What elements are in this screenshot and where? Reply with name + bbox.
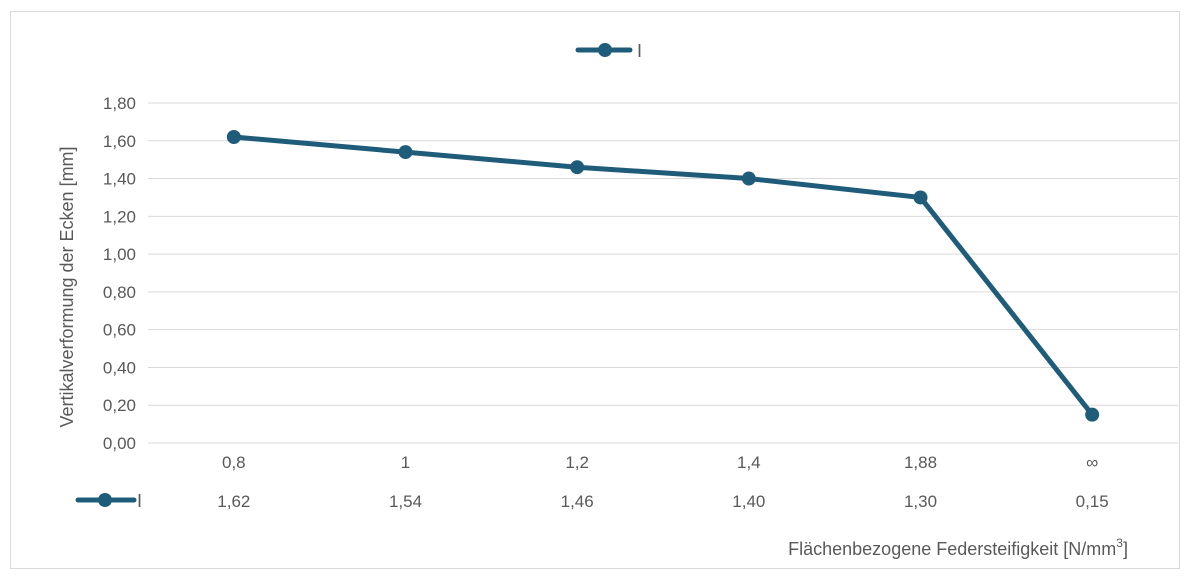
table-series-name: I	[137, 491, 142, 511]
y-tick-label: 0,40	[103, 358, 136, 377]
y-tick-label: 1,80	[103, 94, 136, 113]
table-value: 0,15	[1076, 492, 1109, 511]
x-axis-tick-labels: 0,8 1 1,2 1,4 1,88 ∞	[222, 453, 1098, 472]
y-tick-label: 0,00	[103, 434, 136, 453]
data-point	[398, 145, 413, 160]
series-line	[231, 134, 1095, 418]
legend-marker	[598, 43, 612, 57]
x-tick-label: ∞	[1086, 453, 1098, 472]
x-tick-label: 1,2	[565, 453, 589, 472]
y-axis-tick-labels: 0,00 0,20 0,40 0,60 0,80 1,00 1,20 1,40 1,60 1,80	[103, 94, 136, 453]
y-tick-label: 1,60	[103, 132, 136, 151]
x-axis-title-end: ]	[1123, 539, 1128, 559]
data-point	[913, 190, 928, 205]
x-tick-label: 0,8	[222, 453, 246, 472]
y-tick-label: 1,20	[103, 207, 136, 226]
table-legend-marker	[98, 493, 112, 507]
x-tick-label: 1,88	[904, 453, 937, 472]
data-point	[1085, 407, 1100, 422]
data-point	[741, 171, 756, 186]
y-tick-label: 0,60	[103, 321, 136, 340]
y-tick-label: 1,00	[103, 245, 136, 264]
x-axis-title-superscript: 3	[1116, 536, 1123, 550]
chart-area	[10, 11, 1180, 569]
y-tick-label: 0,20	[103, 396, 136, 415]
y-tick-label: 1,40	[103, 170, 136, 189]
x-axis-title-main: Flächenbezogene Federsteifigkeit [N/mm	[788, 539, 1116, 559]
x-tick-label: 1	[401, 453, 410, 472]
legend: I	[575, 41, 642, 61]
table-value: 1,46	[561, 492, 594, 511]
series-line-group	[231, 134, 1095, 418]
legend-label: I	[637, 41, 642, 61]
grid-lines	[148, 102, 1178, 444]
data-point	[570, 160, 585, 175]
table-value: 1,40	[732, 492, 765, 511]
y-axis-title: Vertikalverformung der Ecken [mm]	[57, 146, 77, 427]
table-value: 1,54	[389, 492, 422, 511]
table-value: 1,62	[217, 492, 250, 511]
x-tick-label: 1,4	[737, 453, 761, 472]
table-value: 1,30	[904, 492, 937, 511]
x-axis-title: Flächenbezogene Federsteifigkeit [N/mm3]	[788, 536, 1128, 559]
y-tick-label: 0,80	[103, 283, 136, 302]
data-point	[226, 130, 241, 144]
data-table: I 1,62 1,54 1,46 1,40 1,30 0,15	[75, 491, 1109, 511]
data-points	[226, 130, 1100, 422]
